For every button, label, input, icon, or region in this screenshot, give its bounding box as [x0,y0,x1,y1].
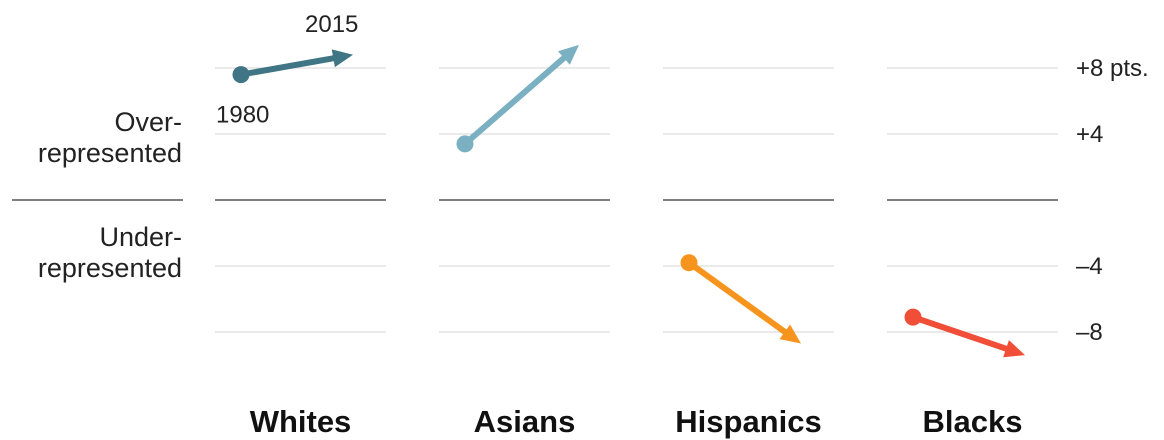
start-year-label: 1980 [216,102,269,129]
y-tick-label: –4 [1076,253,1103,280]
series-asians-line [462,53,569,147]
series-whites-arrow [232,49,353,84]
category-label-hispanics: Hispanics [675,404,821,439]
series-hispanics-start-dot [680,254,698,272]
category-label-asians: Asians [474,404,576,439]
series-blacks-arrowhead [1003,340,1025,358]
series-whites-line [238,54,339,78]
y-tick-label: +8 pts. [1076,55,1149,82]
series-hispanics-arrow [680,254,801,344]
series-blacks-arrow [904,308,1025,358]
end-year-label: 2015 [305,11,358,38]
series-blacks-start-dot [904,308,922,326]
category-label-blacks: Blacks [923,404,1023,439]
series-asians-start-dot [456,135,474,153]
series-blacks-line [910,314,1011,353]
series-whites-arrowhead [331,49,353,68]
under-label-line1: Under- [99,222,182,252]
under-label-line2: represented [37,253,182,283]
y-tick-label: –8 [1076,319,1103,346]
category-label-whites: Whites [250,404,352,439]
over-represented-label: Over- represented [38,107,182,169]
y-tick-label: +4 [1076,121,1103,148]
series-hispanics-line [686,259,790,337]
under-represented-label: Under- represented [38,222,182,284]
over-label-line1: Over- [114,107,183,137]
series-hispanics-arrowhead [779,324,801,344]
series-whites-start-dot [232,66,250,84]
series-asians-arrow [456,44,579,153]
over-label-line2: represented [37,138,182,168]
series-asians-arrowhead [557,44,579,65]
